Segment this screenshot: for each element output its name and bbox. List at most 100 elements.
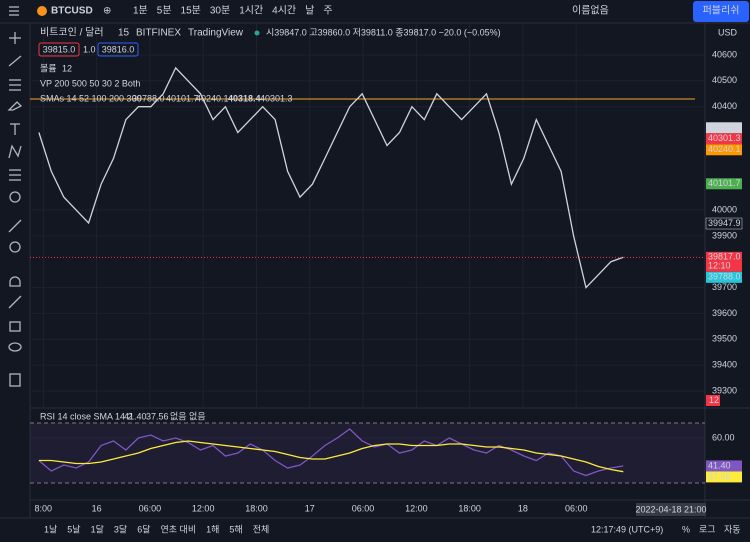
x-tick-label: 06:00 xyxy=(352,503,375,513)
interval-button[interactable]: 주 xyxy=(323,6,332,17)
x-tick-label: 12:00 xyxy=(192,503,215,513)
ask: 39816.0 xyxy=(102,44,135,54)
legend-title: 비트코인 / 달러 xyxy=(40,27,104,39)
vp-legend: VP 200 500 50 30 2 Both xyxy=(40,78,140,88)
price-label-box xyxy=(706,144,742,156)
price-label-box xyxy=(706,122,742,134)
legend-ohlc: 시39847.0 고39860.0 저39811.0 종39817.0 −20.… xyxy=(266,27,501,37)
sma-value: 40301.3 xyxy=(260,93,293,103)
y-tick-label: 40500 xyxy=(712,75,737,85)
legend-exchange: BITFINEX xyxy=(136,28,181,39)
rsi-sma-value: 37.56 xyxy=(146,411,169,421)
y-tick-label: 39300 xyxy=(712,385,737,395)
y-tick-label: 39600 xyxy=(712,308,737,318)
percent-toggle[interactable]: % xyxy=(682,524,690,534)
spread: 1.0 xyxy=(83,44,96,54)
x-tick-label: 12:00 xyxy=(405,503,428,513)
sma-value: 39788.0 xyxy=(132,93,165,103)
price-label: 39788.0 xyxy=(708,272,741,282)
interval-button[interactable]: 4시간 xyxy=(272,5,296,17)
interval-button[interactable]: 30분 xyxy=(210,5,230,17)
y-tick-label: 60.00 xyxy=(712,432,735,442)
rsi-value: 41.40 xyxy=(124,411,147,421)
range-button[interactable]: 1날 xyxy=(44,524,57,534)
ask-box xyxy=(97,42,139,57)
x-tick-label: 8:00 xyxy=(35,503,53,513)
smas-legend: SMAs 14 52 100 200 300 xyxy=(40,93,142,103)
price-label: 40301.3 xyxy=(708,133,741,143)
price-label-box xyxy=(706,471,742,483)
price-label: 37.56 xyxy=(708,471,731,481)
y-tick-label: 39900 xyxy=(712,230,737,240)
price-label-box xyxy=(706,271,742,283)
price-label-box xyxy=(705,217,743,230)
price-label-box xyxy=(706,251,742,272)
price-label: 40101.7 xyxy=(708,178,741,188)
crosshair-time: 2022-04-18 21:00 xyxy=(635,504,706,514)
x-tick-label: 06:00 xyxy=(139,503,162,513)
price-label: 40240.1 xyxy=(708,144,741,154)
price-label-box xyxy=(706,178,742,190)
rsi-legend: RSI 14 close SMA 14 2 xyxy=(40,411,133,421)
sma-value: 40101.7 xyxy=(166,93,199,103)
x-tick-label: 17 xyxy=(305,503,315,513)
publish-label[interactable]: 퍼블리쉬 xyxy=(703,5,740,17)
countdown: 12:10 xyxy=(708,261,731,271)
bid-box xyxy=(38,42,80,57)
legend-interval: 15 xyxy=(118,28,130,39)
publish-button[interactable] xyxy=(693,1,749,22)
range-button[interactable]: 1해 xyxy=(206,524,219,534)
interval-button[interactable]: 15분 xyxy=(181,5,201,17)
legend-source: TradingView xyxy=(188,28,244,39)
volume-badge-box xyxy=(706,395,720,406)
series-line xyxy=(38,440,624,473)
rsi-extra: 없음 없음 xyxy=(170,411,206,421)
range-button[interactable]: 5날 xyxy=(67,524,80,534)
add-icon[interactable]: ⊕ xyxy=(103,6,111,17)
left-tools[interactable] xyxy=(7,32,23,387)
price-label: 41.40 xyxy=(708,460,731,470)
interval-button[interactable]: 5분 xyxy=(157,5,172,17)
y-tick-label: 39500 xyxy=(712,334,737,344)
menu-icon[interactable] xyxy=(9,6,19,16)
x-tick-label: 06:00 xyxy=(565,503,588,513)
x-tick-label: 18 xyxy=(518,503,528,513)
range-button[interactable]: 연초 대비 xyxy=(160,524,196,534)
log-toggle[interactable]: 로그 xyxy=(699,524,716,534)
price-label-box xyxy=(706,133,742,145)
y-tick-label: 39400 xyxy=(712,359,737,369)
rsi-band xyxy=(30,423,705,484)
price-label: 39947.9 xyxy=(708,218,741,228)
interval-button[interactable]: 1시간 xyxy=(239,5,263,17)
x-tick-label: 18:00 xyxy=(245,503,268,513)
layout-name[interactable]: 이름없음 xyxy=(572,4,609,17)
price-label-box xyxy=(706,460,742,472)
auto-toggle[interactable]: 자동 xyxy=(724,524,741,534)
range-button[interactable]: 6달 xyxy=(137,523,150,534)
range-button[interactable]: 3달 xyxy=(114,523,127,534)
range-button[interactable]: 전체 xyxy=(253,524,270,534)
range-button[interactable]: 5해 xyxy=(229,524,242,534)
price-label: 39817.0 xyxy=(708,252,741,262)
y-tick-label: 40600 xyxy=(712,49,737,59)
x-tick-label: 18:00 xyxy=(458,503,481,513)
y-tick-label: 40000 xyxy=(712,204,737,214)
volume-badge: 12 xyxy=(709,395,719,405)
volume-value: 12 xyxy=(62,63,72,73)
y-tick-label: 39700 xyxy=(712,282,737,292)
volume-label: 볼륨 xyxy=(40,63,57,73)
symbol-icon xyxy=(37,6,47,16)
series-line xyxy=(38,428,624,477)
clock[interactable]: 12:17:49 (UTC+9) xyxy=(591,524,663,534)
range-button[interactable]: 1달 xyxy=(91,523,104,534)
interval-button[interactable]: 날 xyxy=(305,5,314,17)
sma-value: 40318.4 xyxy=(228,93,261,103)
interval-button[interactable]: 1분 xyxy=(133,5,148,17)
y-tick-label: 40400 xyxy=(712,101,737,111)
currency[interactable]: USD xyxy=(718,27,738,37)
status-dot xyxy=(254,30,260,36)
series-line xyxy=(38,66,624,289)
symbol[interactable]: BTCUSD xyxy=(51,6,93,17)
